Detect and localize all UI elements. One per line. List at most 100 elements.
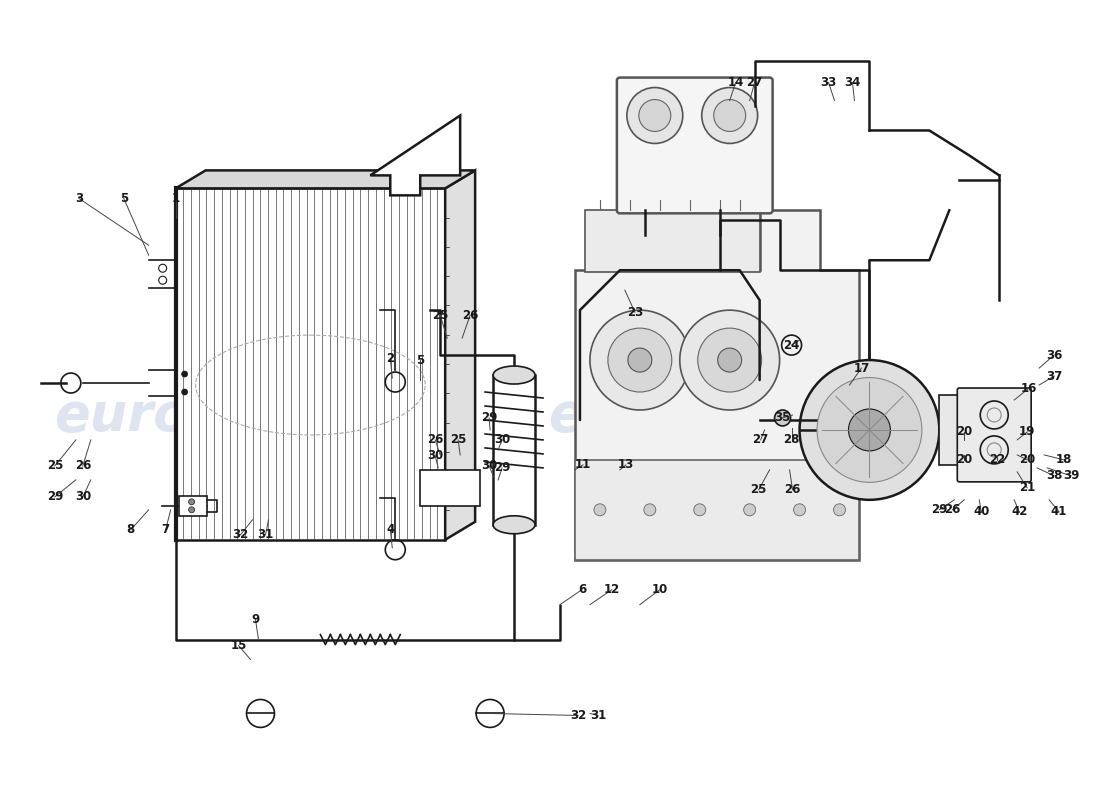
Text: 40: 40 [974, 506, 989, 518]
Text: 28: 28 [783, 434, 800, 446]
Text: 26: 26 [75, 459, 91, 472]
Text: 6: 6 [578, 583, 586, 596]
Circle shape [714, 99, 746, 131]
Circle shape [717, 348, 741, 372]
Text: 20: 20 [1019, 454, 1035, 466]
FancyBboxPatch shape [617, 78, 772, 214]
Circle shape [594, 504, 606, 516]
Polygon shape [371, 115, 460, 195]
Text: 10: 10 [651, 583, 668, 596]
Circle shape [590, 310, 690, 410]
Circle shape [848, 409, 890, 451]
Circle shape [644, 504, 656, 516]
Text: 11: 11 [575, 458, 591, 471]
Text: 8: 8 [126, 523, 135, 536]
Text: 12: 12 [604, 583, 620, 596]
Text: 31: 31 [590, 709, 606, 722]
Circle shape [639, 99, 671, 131]
Circle shape [627, 87, 683, 143]
Circle shape [628, 348, 652, 372]
Text: 30: 30 [481, 459, 497, 472]
FancyBboxPatch shape [957, 388, 1031, 482]
Circle shape [834, 504, 846, 516]
Text: 29: 29 [46, 490, 63, 503]
Text: 42: 42 [1011, 506, 1027, 518]
Text: 5: 5 [120, 192, 128, 205]
Circle shape [817, 378, 922, 482]
Polygon shape [176, 188, 446, 540]
Circle shape [680, 310, 780, 410]
Text: 18: 18 [1056, 454, 1072, 466]
Polygon shape [176, 170, 475, 188]
Text: 4: 4 [386, 523, 395, 536]
Text: 30: 30 [427, 450, 443, 462]
Text: 31: 31 [257, 528, 274, 542]
Text: 41: 41 [1050, 506, 1067, 518]
Circle shape [793, 504, 805, 516]
Bar [420, 470, 480, 506]
Text: 24: 24 [783, 338, 800, 351]
Circle shape [800, 360, 939, 500]
Bar [493, 375, 535, 525]
Text: 29: 29 [481, 411, 497, 425]
Circle shape [188, 507, 195, 513]
Text: 21: 21 [1019, 482, 1035, 494]
Text: 30: 30 [494, 434, 510, 446]
Text: 29: 29 [494, 462, 510, 474]
Text: 26: 26 [784, 483, 801, 496]
Text: 29: 29 [931, 503, 947, 516]
Text: 39: 39 [1063, 470, 1079, 482]
Text: 30: 30 [75, 490, 91, 503]
Text: 20: 20 [956, 426, 972, 438]
Bar [178, 496, 207, 516]
Text: 32: 32 [232, 528, 249, 542]
Text: 19: 19 [1019, 426, 1035, 438]
Ellipse shape [493, 516, 535, 534]
Polygon shape [446, 170, 475, 540]
Text: 26: 26 [427, 434, 443, 446]
Text: 25: 25 [432, 309, 449, 322]
Text: 32: 32 [570, 709, 586, 722]
Text: 34: 34 [845, 76, 860, 89]
Text: 26: 26 [944, 503, 960, 516]
Text: 22: 22 [989, 454, 1005, 466]
Text: 25: 25 [46, 459, 63, 472]
Text: 20: 20 [956, 454, 972, 466]
Text: 5: 5 [416, 354, 425, 366]
Ellipse shape [493, 366, 535, 384]
Text: 17: 17 [854, 362, 870, 374]
Text: 27: 27 [747, 76, 762, 89]
Bar [575, 460, 859, 560]
Text: 1: 1 [172, 192, 179, 205]
Text: 23: 23 [627, 306, 644, 318]
Text: 25: 25 [450, 434, 466, 446]
Text: 33: 33 [821, 76, 837, 89]
Circle shape [702, 87, 758, 143]
Text: 27: 27 [752, 434, 769, 446]
Circle shape [744, 504, 756, 516]
Text: 25: 25 [750, 483, 767, 496]
Circle shape [182, 389, 188, 395]
Bar [585, 210, 760, 272]
Text: 36: 36 [1046, 349, 1063, 362]
Text: 14: 14 [727, 76, 744, 89]
Circle shape [697, 328, 761, 392]
Polygon shape [575, 210, 859, 560]
Text: 9: 9 [252, 613, 260, 626]
Text: 38: 38 [1046, 470, 1063, 482]
Circle shape [182, 371, 188, 377]
Circle shape [608, 328, 672, 392]
Bar [939, 395, 994, 465]
Text: 37: 37 [1046, 370, 1063, 382]
Text: eurospares: eurospares [548, 390, 881, 442]
Circle shape [188, 499, 195, 505]
Text: 13: 13 [618, 458, 634, 471]
Text: 7: 7 [162, 523, 169, 536]
Text: 15: 15 [230, 639, 246, 652]
Text: 3: 3 [75, 192, 82, 205]
Text: 2: 2 [386, 351, 394, 365]
Text: 35: 35 [774, 411, 791, 425]
Text: eurospares: eurospares [54, 390, 387, 442]
Circle shape [774, 410, 791, 426]
Text: 26: 26 [462, 309, 478, 322]
